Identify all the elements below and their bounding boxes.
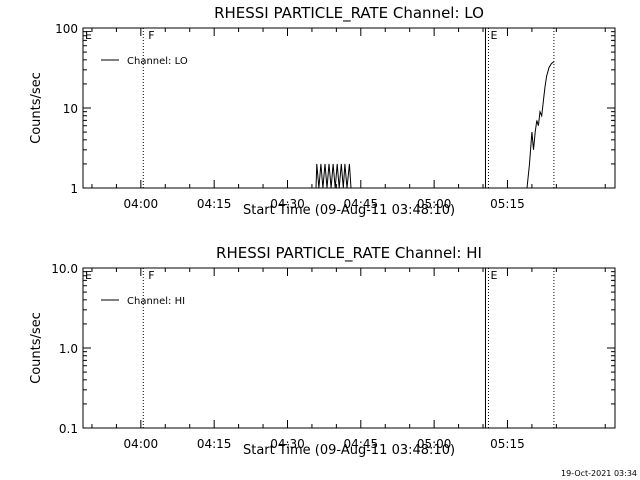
x-tick-label: 04:30 [270, 437, 305, 451]
series-line-1 [315, 163, 352, 189]
marker-label: E [490, 29, 497, 42]
legend-label: Channel: LO [127, 56, 188, 67]
x-axis-label: Start Time (09-Aug-11 03:48:10) [243, 443, 455, 458]
chart-title: RHESSI PARTICLE_RATE Channel: LO [214, 4, 484, 23]
x-tick-label: 04:30 [270, 197, 305, 211]
y-tick-label: 1.0 [59, 342, 78, 356]
marker-label: F [148, 29, 154, 42]
plot-panel-1: RHESSI PARTICLE_RATE Channel: LO 04:00 04:… [29, 4, 616, 218]
x-tick-label: 05:15 [490, 437, 525, 451]
series-line-2 [526, 61, 555, 189]
y-tick-label: 100 [55, 22, 78, 36]
y-tick-label: 1 [70, 182, 78, 196]
legend-label: Channel: HI [127, 296, 185, 307]
plot-frame [82, 267, 616, 429]
y-tick-label: 0.1 [59, 422, 78, 436]
marker-label: E [85, 29, 92, 42]
footer-timestamp: 19-Oct-2021 03:34 [561, 469, 637, 478]
x-tick-label: 05:00 [417, 437, 452, 451]
x-tick-label: 04:45 [344, 197, 379, 211]
chart-title: RHESSI PARTICLE_RATE Channel: HI [216, 244, 482, 263]
x-tick-label: 04:00 [124, 197, 159, 211]
y-tick-label: 10 [63, 102, 78, 116]
y-axis-label: Counts/sec [29, 312, 44, 384]
y-axis-label: Counts/sec [29, 72, 44, 144]
y-tick-label: 10.0 [51, 262, 78, 276]
marker-label: E [490, 269, 497, 282]
marker-label: E [85, 269, 92, 282]
marker-label: F [148, 269, 154, 282]
x-tick-label: 04:15 [197, 197, 232, 211]
x-tick-label: 04:00 [124, 437, 159, 451]
plot-panel-2: RHESSI PARTICLE_RATE Channel: HI 04:00 04:… [29, 244, 616, 458]
x-axis-label: Start Time (09-Aug-11 03:48:10) [243, 203, 455, 218]
x-tick-label: 05:15 [490, 197, 525, 211]
x-tick-label: 05:00 [417, 197, 452, 211]
x-tick-label: 04:15 [197, 437, 232, 451]
x-tick-label: 04:45 [344, 437, 379, 451]
